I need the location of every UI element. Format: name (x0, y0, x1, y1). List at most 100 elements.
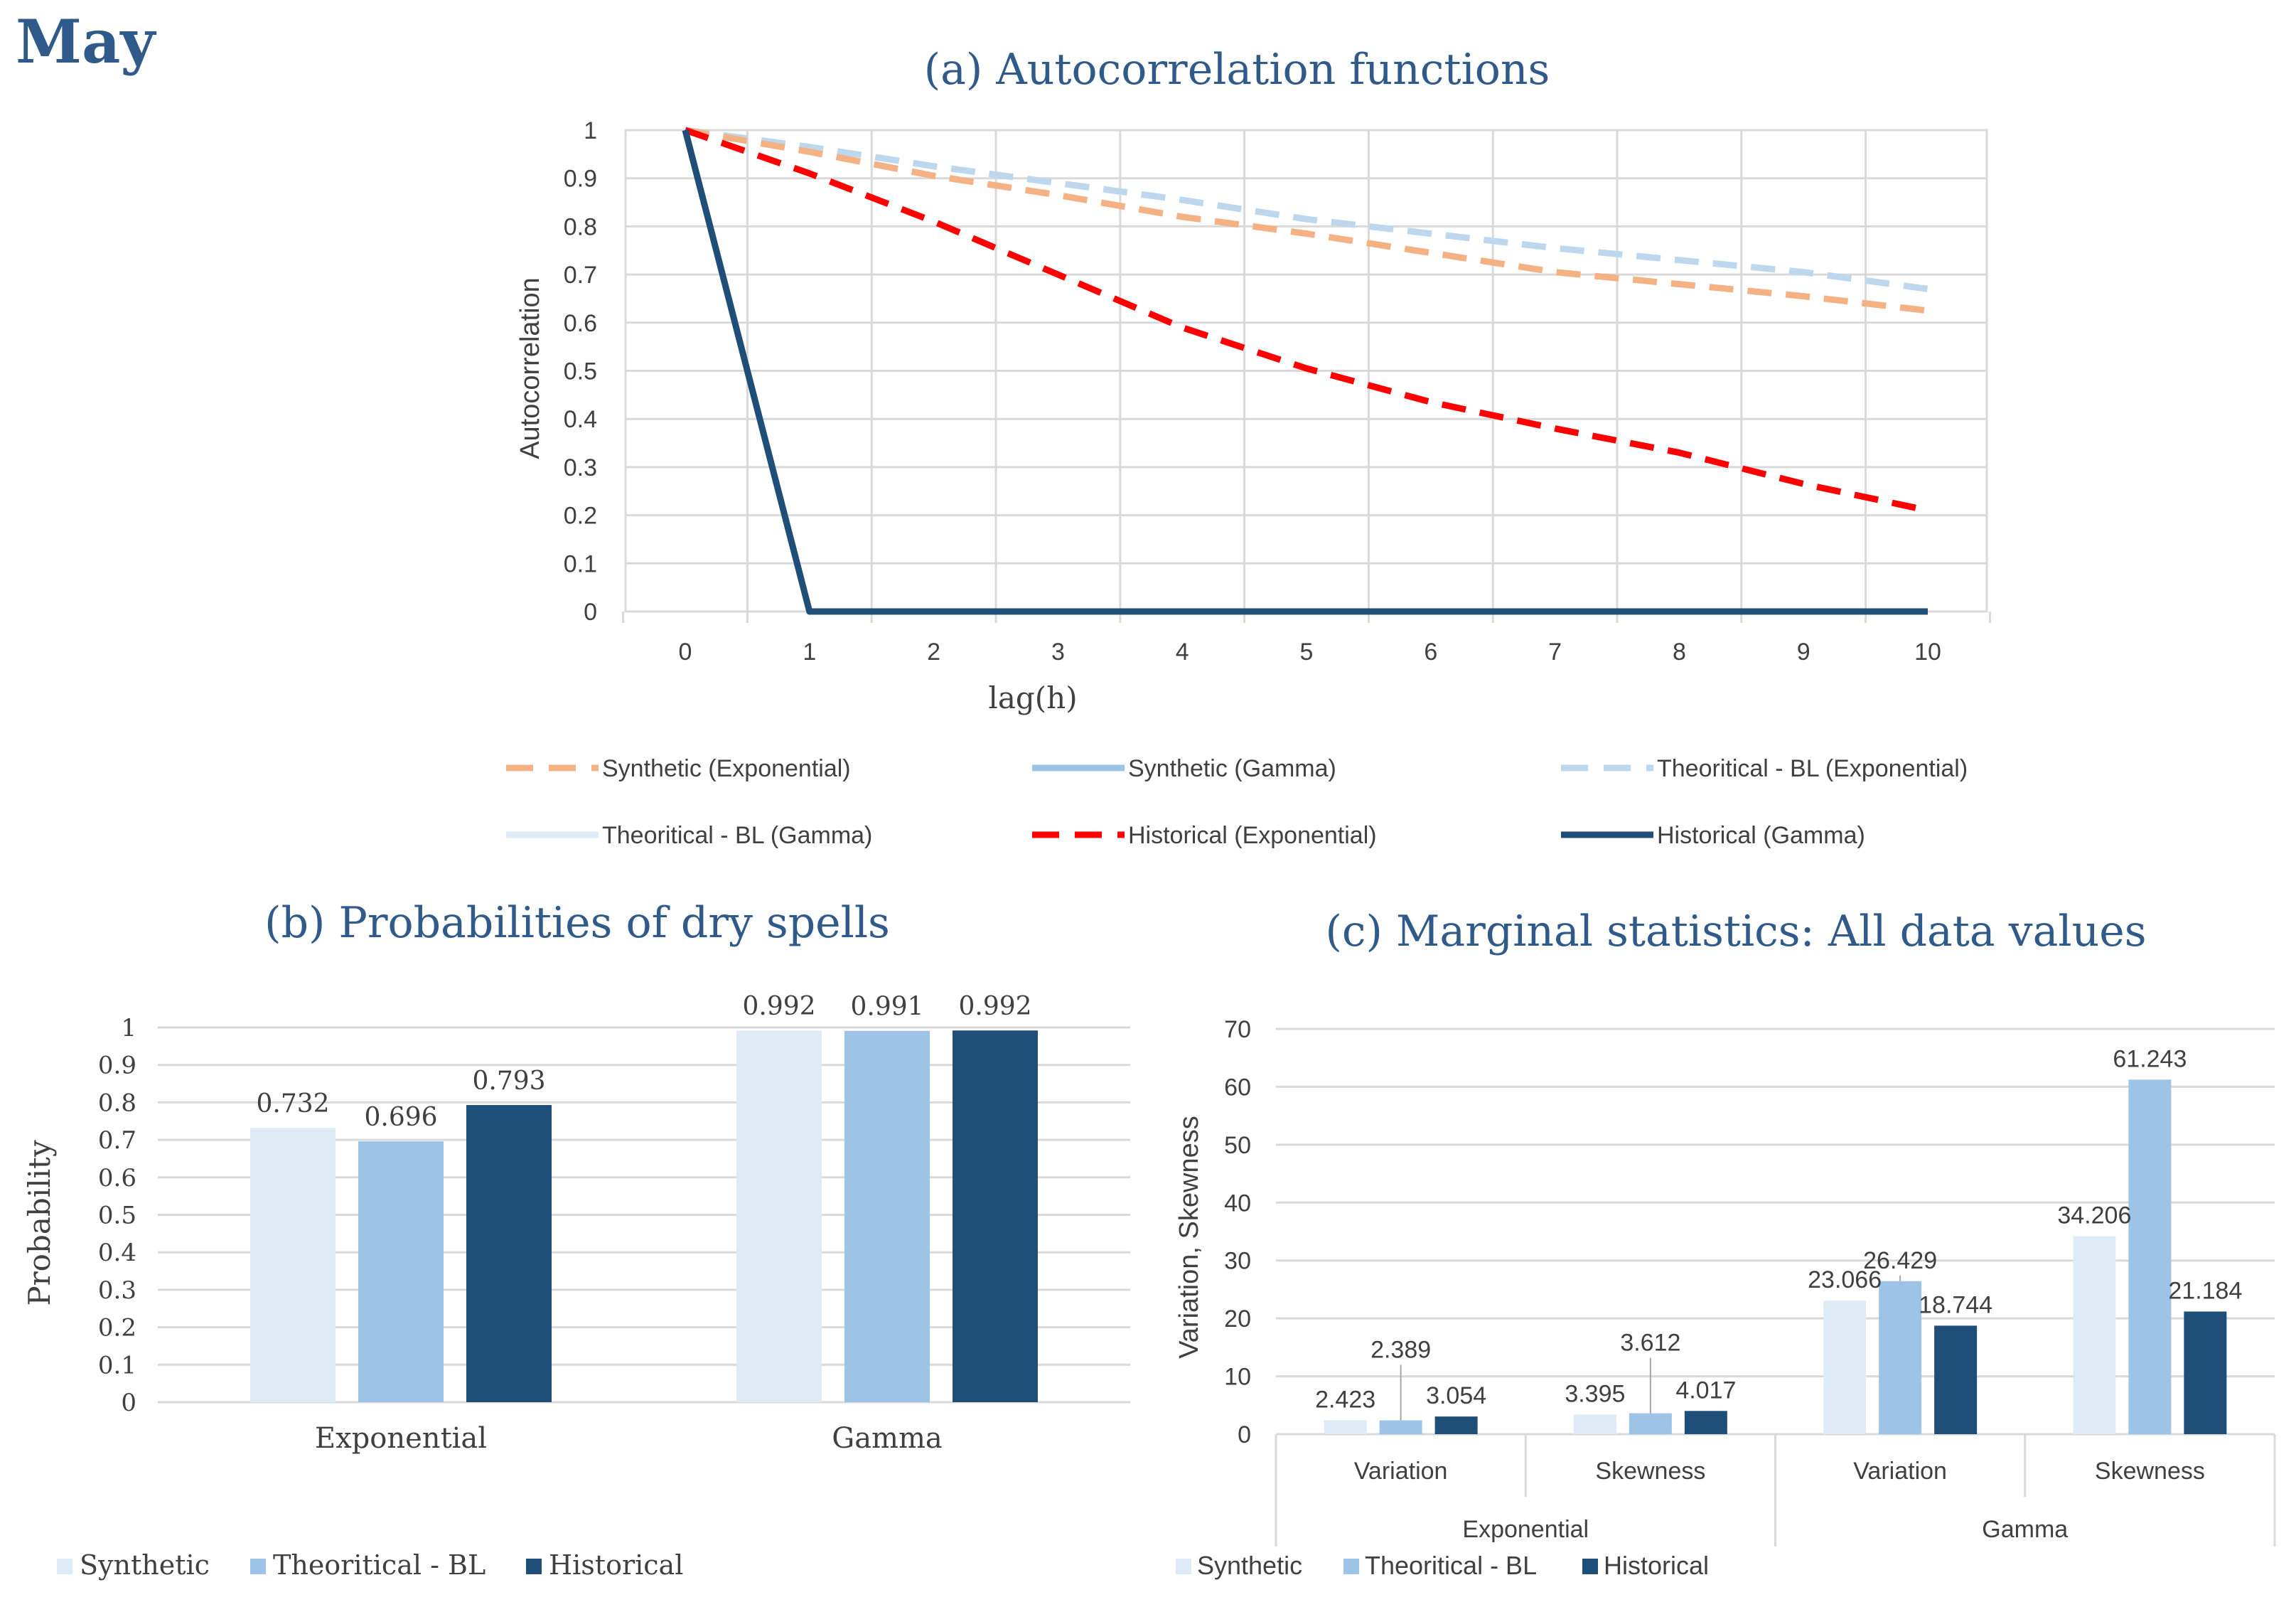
chart-b-data-label: 0.696 (364, 1103, 437, 1132)
chart-a-y-tick-label: 0.1 (564, 550, 597, 577)
chart-b-legend-label: Theoritical - BL (273, 1549, 486, 1581)
chart-a-y-tick-label: 0 (584, 599, 597, 626)
chart-a-series-line (682, 129, 1928, 615)
chart-c-y-tick-label: 0 (1238, 1421, 1251, 1448)
chart-a-x-tick-label: 7 (1548, 639, 1562, 666)
chart-b-categories: Exponential Gamma (315, 1422, 943, 1455)
chart-b-y-ticks: 0 0.1 0.2 0.3 0.4 0.5 0.6 0.7 0.8 0.9 1 (98, 1014, 136, 1417)
chart-c-bar (1823, 1301, 1867, 1434)
chart-b-data-label: 0.992 (958, 992, 1031, 1021)
chart-c-legend: Synthetic Theoritical - BL Historical (1176, 1551, 1709, 1580)
chart-b-bar (250, 1128, 336, 1402)
chart-a: (a) Autocorrelation functions 0 0.1 0.2 0.3… (506, 45, 1991, 849)
chart-b-y-tick-label: 0.3 (98, 1276, 136, 1305)
chart-c-y-tick-label: 10 (1224, 1364, 1251, 1391)
chart-b-category-label: Exponential (315, 1422, 487, 1455)
chart-c-category-label: Variation (1354, 1458, 1448, 1485)
chart-c-data-label: 2.389 (1370, 1337, 1431, 1364)
chart-a-x-axis-label: lag(h) (988, 680, 1077, 715)
chart-b-y-tick-label: 0.2 (98, 1314, 136, 1342)
chart-b-y-tick-label: 0.9 (98, 1052, 136, 1080)
chart-c-data-labels: 2.423 2.389 3.054 3.395 3.612 4.017 23.06626.4… (1315, 1045, 2242, 1421)
chart-a-legend-label: Historical (Gamma) (1657, 822, 1865, 849)
chart-c-bar (1324, 1420, 1367, 1434)
chart-b-y-tick-label: 0.4 (98, 1239, 136, 1267)
page-title: May (16, 6, 156, 77)
chart-b-data-labels: 0.732 0.696 0.793 0.992 0.991 0.992 (256, 992, 1031, 1132)
chart-c-bar (1573, 1414, 1616, 1434)
chart-c-bar (2128, 1079, 2172, 1434)
chart-c-data-label: 2.423 (1315, 1386, 1375, 1413)
chart-b-legend-label: Historical (549, 1549, 683, 1581)
chart-c-bars (1324, 1079, 2227, 1434)
chart-b-y-tick-label: 0.7 (98, 1126, 136, 1155)
chart-b-y-tick-label: 0.8 (98, 1089, 136, 1117)
chart-c-legend-label: Synthetic (1197, 1551, 1302, 1580)
chart-a-y-tick-label: 0.7 (564, 262, 597, 289)
chart-c-y-tick-label: 40 (1224, 1190, 1251, 1217)
chart-c: (c) Marginal statistics: All data values… (1174, 907, 2276, 1580)
chart-c-category-label: Skewness (2095, 1458, 2205, 1485)
chart-b-y-tick-label: 0 (121, 1389, 136, 1417)
chart-a-y-tick-label: 0.8 (564, 213, 597, 240)
chart-a-series-lines (682, 127, 1928, 615)
chart-a-x-tick-label: 6 (1424, 639, 1437, 666)
chart-a-x-tick-label: 9 (1797, 639, 1810, 666)
chart-c-legend-swatch (1582, 1559, 1598, 1574)
chart-b-category-label: Gamma (832, 1422, 943, 1455)
chart-b-bar (736, 1030, 822, 1402)
chart-c-legend-swatch (1343, 1559, 1359, 1574)
chart-c-data-label: 3.612 (1620, 1330, 1680, 1357)
chart-a-series-line (685, 127, 1928, 314)
chart-c-data-label: 3.395 (1565, 1380, 1625, 1407)
chart-a-legend-label: Synthetic (Exponential) (602, 755, 851, 782)
chart-c-legend-swatch (1176, 1559, 1191, 1574)
chart-c-y-tick-label: 30 (1224, 1248, 1251, 1275)
chart-c-data-label: 18.744 (1919, 1291, 1992, 1318)
chart-b-bar (358, 1141, 444, 1402)
chart-c-bar (1629, 1413, 1672, 1434)
chart-c-legend-label: Theoritical - BL (1365, 1551, 1537, 1580)
chart-a-x-tick-label: 10 (1914, 639, 1941, 666)
chart-a-title: (a) Autocorrelation functions (924, 45, 1550, 95)
chart-c-bar (1379, 1420, 1422, 1434)
chart-a-y-tick-label: 0.4 (564, 406, 597, 433)
chart-b-y-tick-label: 0.6 (98, 1164, 136, 1192)
chart-c-categories: Variation Skewness Variation Skewness Expone… (1354, 1458, 2205, 1543)
chart-b-data-label: 0.992 (742, 992, 815, 1021)
chart-a-x-tick-label: 1 (803, 639, 816, 666)
chart-c-group-label: Exponential (1462, 1516, 1589, 1543)
chart-c-bar (1684, 1411, 1727, 1434)
chart-b-bars (250, 1030, 1038, 1402)
chart-b-y-tick-label: 0.1 (98, 1351, 136, 1379)
chart-a-legend-label: Synthetic (Gamma) (1128, 755, 1336, 782)
chart-b-legend-swatch (250, 1559, 266, 1574)
chart-a-series-line (685, 127, 1928, 292)
chart-c-bar (2073, 1236, 2116, 1434)
chart-c-y-ticks: 0 10 20 30 40 50 60 70 (1224, 1016, 1251, 1448)
chart-a-x-tick-label: 0 (679, 639, 692, 666)
chart-a-x-tick-label: 8 (1673, 639, 1686, 666)
chart-c-y-tick-label: 60 (1224, 1074, 1251, 1101)
chart-c-data-label: 21.184 (2168, 1278, 2242, 1305)
chart-b-bar (466, 1105, 552, 1402)
chart-b-data-label: 0.793 (472, 1067, 545, 1096)
chart-c-legend-label: Historical (1604, 1551, 1709, 1580)
chart-a-x-tick-label: 4 (1176, 639, 1189, 666)
chart-a-x-ticks: 0 1 2 3 4 5 6 7 8 9 10 (679, 639, 1941, 666)
chart-b-bar (953, 1030, 1038, 1402)
chart-b-y-tick-label: 0.5 (98, 1202, 136, 1230)
chart-c-bar (2184, 1311, 2227, 1434)
chart-a-legend: Synthetic (Exponential) Synthetic (Gamma)… (506, 755, 1968, 849)
chart-b-legend-label: Synthetic (80, 1549, 210, 1581)
chart-a-y-axis-label: Autocorrelation (515, 277, 545, 459)
chart-a-y-tick-label: 0.3 (564, 454, 597, 481)
chart-c-title: (c) Marginal statistics: All data values (1325, 907, 2146, 956)
chart-c-data-label: 26.429 (1863, 1247, 1937, 1274)
chart-c-category-label: Skewness (1595, 1458, 1705, 1485)
chart-c-data-label: 23.066 (1808, 1266, 1882, 1293)
chart-a-legend-label: Theoritical - BL (Exponential) (1657, 755, 1968, 782)
chart-c-data-label: 3.054 (1426, 1382, 1486, 1409)
chart-c-data-label: 4.017 (1675, 1377, 1736, 1404)
chart-a-y-tick-label: 0.9 (564, 166, 597, 193)
